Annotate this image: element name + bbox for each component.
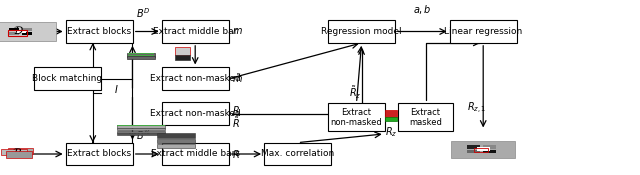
Text: $\mathcal{D}$: $\mathcal{D}$	[13, 24, 23, 36]
Text: Extract non-masked: Extract non-masked	[150, 109, 241, 118]
Text: Extract blocks: Extract blocks	[67, 27, 131, 36]
Bar	[175, 47, 190, 55]
Bar	[8, 148, 33, 154]
Bar	[264, 143, 332, 165]
Text: $\mathcal{R}$: $\mathcal{R}$	[12, 146, 24, 158]
Text: $\tilde{R}_z$: $\tilde{R}_z$	[349, 84, 362, 101]
Bar	[328, 103, 385, 131]
Bar	[116, 125, 164, 128]
Bar	[385, 110, 397, 117]
Text: Block matching: Block matching	[32, 74, 102, 83]
Bar	[127, 55, 155, 59]
Text: Extract
masked: Extract masked	[409, 108, 442, 127]
Bar	[483, 150, 496, 153]
Bar	[157, 139, 195, 143]
Bar	[127, 53, 155, 57]
Text: $I$: $I$	[115, 83, 119, 95]
Bar	[116, 131, 164, 133]
Text: $\tilde{m}$: $\tilde{m}$	[232, 72, 243, 85]
Text: $\tilde{R}$: $\tilde{R}$	[232, 115, 240, 130]
Bar	[161, 102, 229, 125]
Bar	[0, 22, 56, 41]
Text: Extract non-masked: Extract non-masked	[150, 74, 241, 83]
Text: $R$: $R$	[232, 148, 240, 160]
Bar	[116, 128, 164, 130]
Bar	[467, 145, 480, 149]
Bar	[9, 28, 19, 31]
Bar	[328, 20, 396, 43]
Bar	[22, 28, 32, 31]
Bar	[398, 103, 453, 131]
Bar	[175, 55, 190, 60]
Text: Extract middle bars: Extract middle bars	[150, 149, 240, 159]
Bar	[8, 30, 27, 36]
Bar	[483, 145, 496, 149]
Text: Extract blocks: Extract blocks	[67, 149, 131, 159]
Text: $B^\mathcal{R}$: $B^\mathcal{R}$	[136, 129, 151, 142]
Bar	[1, 149, 27, 155]
Bar	[22, 32, 32, 35]
Bar	[9, 32, 19, 35]
Bar	[116, 125, 164, 126]
Bar	[157, 144, 195, 148]
Text: Regression model: Regression model	[321, 27, 402, 36]
Bar	[161, 20, 229, 43]
Bar	[15, 30, 26, 33]
Text: $R_z$: $R_z$	[385, 125, 397, 139]
Text: $R_{z,1}$: $R_{z,1}$	[467, 101, 486, 116]
Bar	[474, 148, 488, 152]
Bar	[66, 143, 133, 165]
Bar	[128, 55, 154, 56]
Text: $R$: $R$	[232, 104, 240, 116]
Text: $m_1$: $m_1$	[476, 143, 491, 155]
Bar	[450, 20, 517, 43]
Bar	[157, 134, 195, 138]
Bar	[116, 133, 164, 135]
Text: $B^D$: $B^D$	[136, 6, 150, 20]
Bar	[128, 53, 154, 54]
Bar	[451, 141, 515, 158]
Bar	[467, 150, 480, 153]
Text: Linear regression: Linear regression	[444, 27, 522, 36]
Text: $a, b$: $a, b$	[413, 3, 432, 16]
Bar	[161, 67, 229, 90]
Bar	[34, 67, 101, 90]
Bar	[477, 147, 490, 150]
Text: Extract
non-masked: Extract non-masked	[331, 108, 382, 127]
Text: $m$: $m$	[232, 26, 243, 37]
Bar	[6, 151, 32, 158]
Bar	[385, 117, 397, 121]
Text: Extract middle bar: Extract middle bar	[153, 27, 237, 36]
Bar	[161, 143, 229, 165]
Bar	[66, 20, 133, 43]
Text: Max. correlation: Max. correlation	[261, 149, 334, 159]
